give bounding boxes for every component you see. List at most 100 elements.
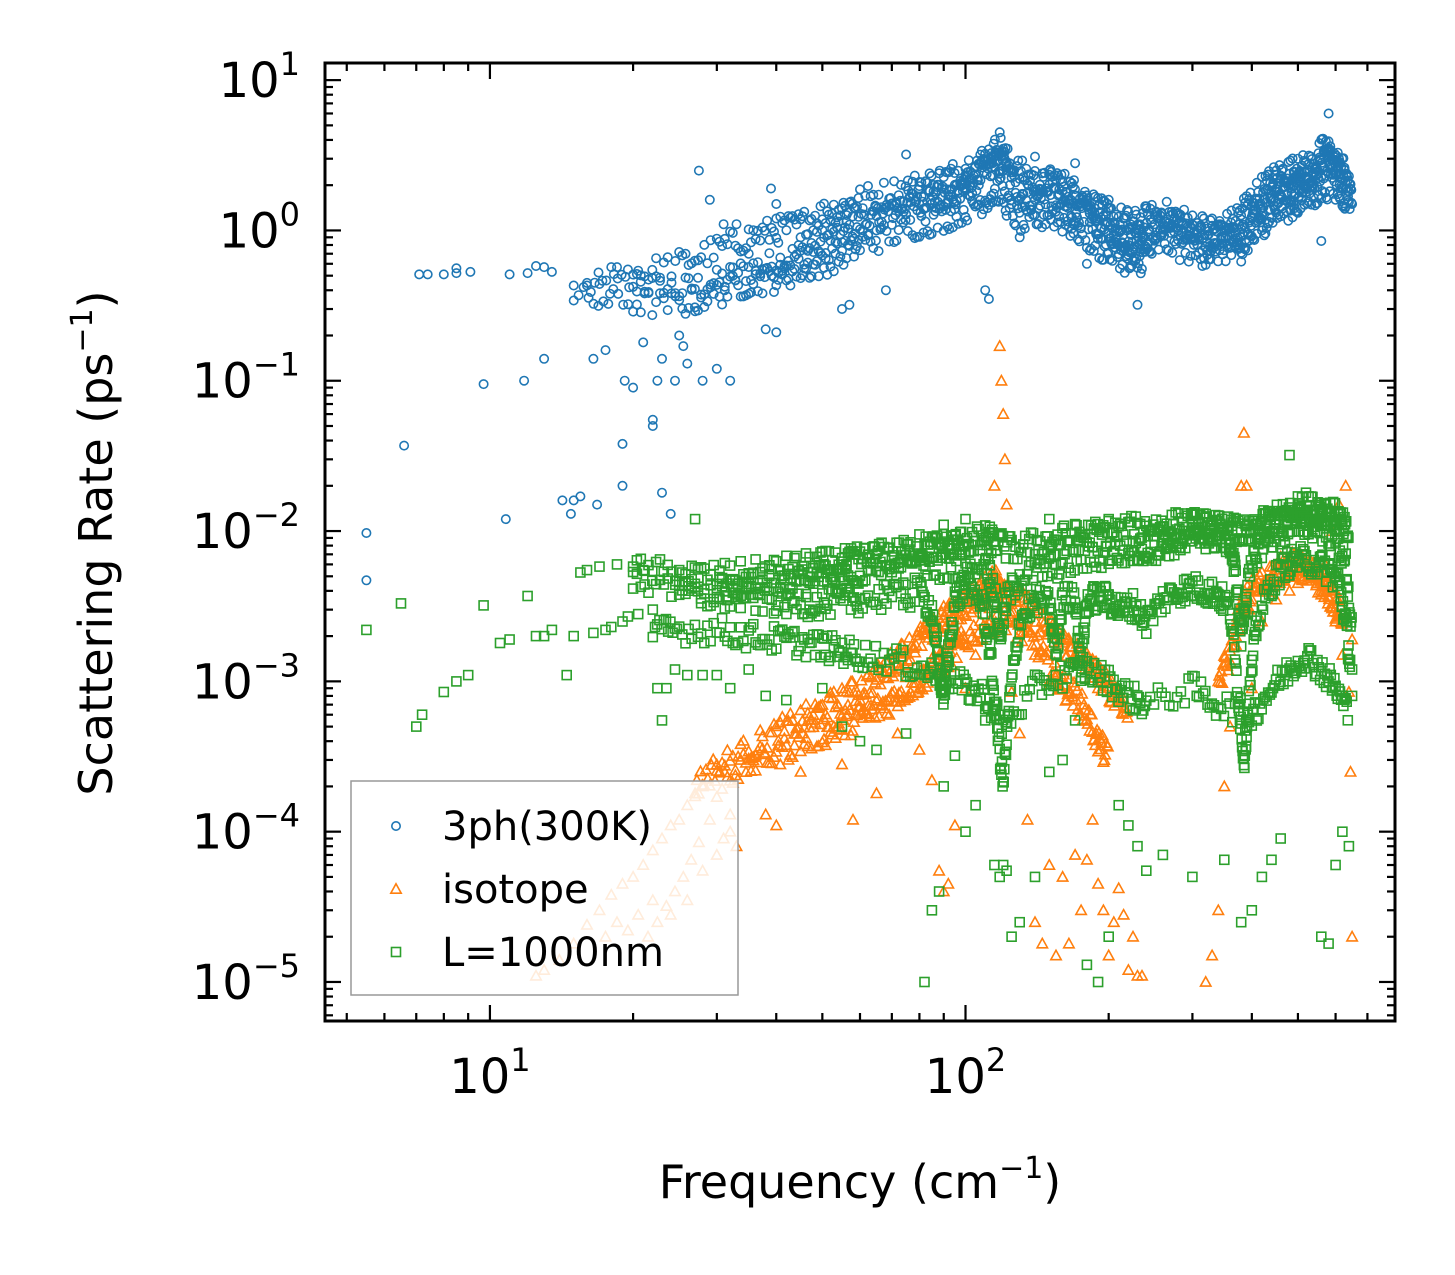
data-point [1021, 163, 1032, 174]
data-point [970, 169, 981, 180]
data-point [905, 191, 916, 202]
data-point [1068, 181, 1079, 192]
data-point [865, 236, 876, 247]
data-point [708, 288, 719, 299]
data-point [804, 272, 815, 283]
data-point [631, 299, 642, 310]
data-point [717, 299, 728, 310]
data-point [870, 201, 881, 212]
data-point [1017, 155, 1028, 166]
data-point [973, 180, 984, 191]
data-point [1234, 205, 1245, 216]
data-point [936, 183, 947, 194]
data-point [1338, 153, 1349, 164]
data-point [686, 283, 697, 294]
data-point [1325, 141, 1336, 152]
data-point [797, 211, 808, 222]
data-point [960, 163, 971, 174]
data-point [823, 255, 834, 266]
data-point [870, 235, 881, 246]
data-point [618, 299, 629, 310]
data-point [850, 203, 861, 214]
data-point [683, 273, 694, 284]
data-point [920, 176, 931, 187]
data-point [1117, 224, 1128, 235]
data-point [1051, 175, 1062, 186]
data-point [1043, 187, 1054, 198]
data-point [836, 245, 847, 256]
data-point [696, 252, 707, 263]
data-point [773, 237, 784, 248]
data-point [1276, 165, 1287, 176]
data-point [743, 224, 754, 235]
data-point [878, 177, 889, 188]
data-point [854, 245, 865, 256]
legend-label: isotope [442, 867, 589, 913]
data-point [692, 255, 703, 266]
data-point [643, 286, 654, 297]
data-point [1038, 171, 1049, 182]
data-point [868, 189, 879, 200]
data-point [573, 290, 584, 301]
data-point [808, 247, 819, 258]
data-point [864, 220, 875, 231]
data-point [806, 271, 817, 282]
data-point [793, 253, 804, 264]
data-point [1013, 155, 1024, 166]
data-point [1277, 163, 1288, 174]
data-point [1096, 193, 1107, 204]
data-point [895, 179, 906, 190]
data-point [830, 217, 841, 228]
series-layer [361, 108, 1359, 988]
data-point [598, 296, 609, 307]
data-point [635, 307, 646, 318]
data-point [1070, 184, 1081, 195]
data-point [748, 225, 759, 236]
data-point [886, 199, 897, 210]
data-point [947, 159, 958, 170]
data-point [643, 274, 654, 285]
data-point [1232, 203, 1243, 214]
data-point [730, 240, 741, 251]
data-point [986, 154, 997, 165]
data-point [771, 280, 782, 291]
data-point [1033, 190, 1044, 201]
data-point [873, 246, 884, 257]
data-point [820, 218, 831, 229]
data-point [1155, 210, 1166, 221]
data-point [1187, 210, 1198, 221]
data-point [1142, 209, 1153, 220]
data-point [909, 170, 920, 181]
data-point [692, 272, 703, 283]
data-point [666, 271, 677, 282]
data-point [884, 193, 895, 204]
data-point [702, 258, 713, 269]
data-point [777, 265, 788, 276]
data-point [835, 251, 846, 262]
data-point [738, 261, 749, 272]
data-point [1251, 177, 1262, 188]
data-point [1161, 196, 1172, 207]
data-point [876, 202, 887, 213]
data-point [755, 235, 766, 246]
data-point [593, 267, 604, 278]
data-point [900, 181, 911, 192]
data-point [898, 196, 909, 207]
data-point [1236, 210, 1247, 221]
data-point [1318, 133, 1329, 144]
data-point [1058, 181, 1069, 192]
data-point [662, 252, 673, 263]
data-point [971, 185, 982, 196]
data-point [799, 206, 810, 217]
data-point [800, 263, 811, 274]
data-point [680, 248, 691, 259]
data-point [1202, 230, 1213, 241]
data-point [854, 184, 865, 195]
data-point [859, 209, 870, 220]
data-point [699, 239, 710, 250]
data-point [873, 189, 884, 200]
data-point [735, 258, 746, 269]
data-point [912, 191, 923, 202]
